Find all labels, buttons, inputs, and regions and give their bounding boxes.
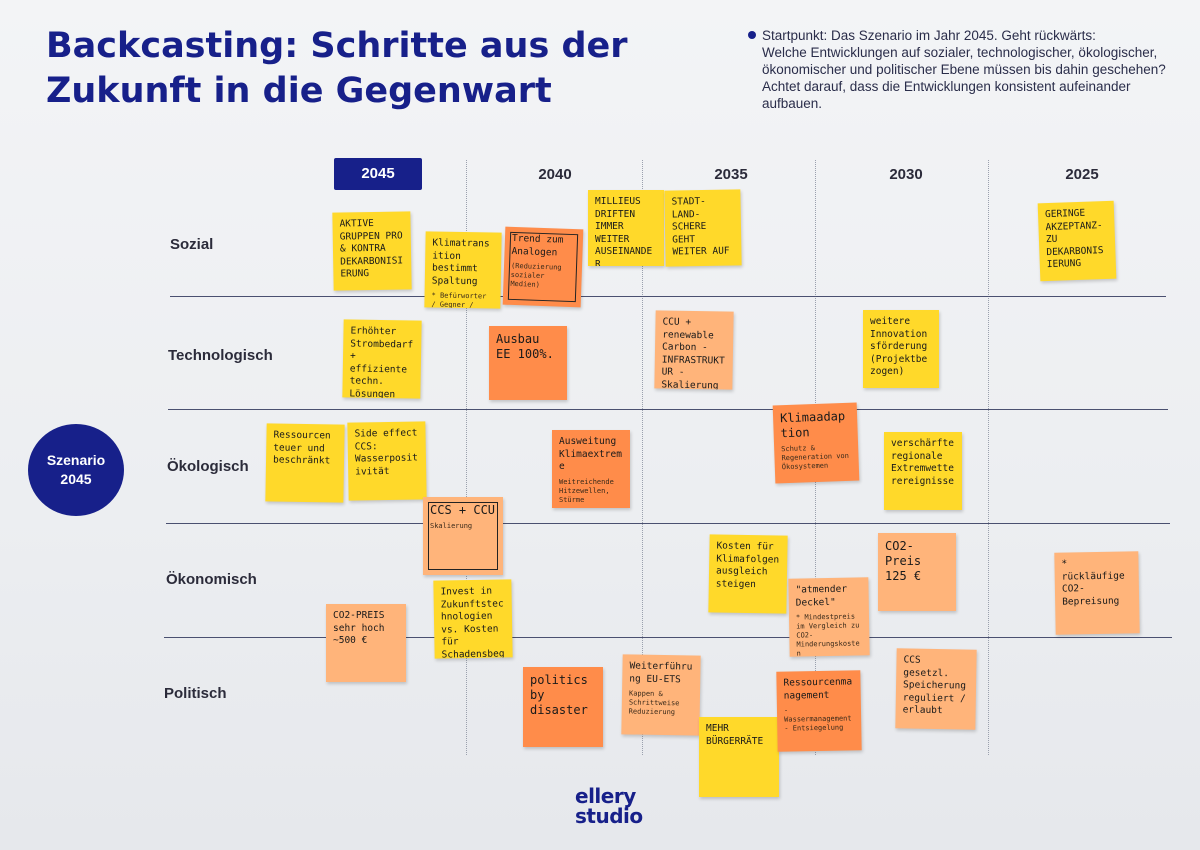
scenario-year: 2045 (60, 471, 92, 487)
sticky-note: Ausweitung Klimaextreme Weitreichende Hi… (552, 430, 630, 508)
year-2030: 2030 (889, 166, 923, 183)
sticky-note: MILLIEUS DRIFTEN IMMER WEITER AUSEINANDE… (588, 190, 664, 266)
sticky-note: STADT-LAND-SCHERE GEHT WEITER AUF (664, 189, 742, 267)
row-divider (166, 523, 1170, 524)
row-divider (170, 296, 1166, 297)
sticky-note: Trend zum Analogen (Reduzierung sozialer… (502, 226, 584, 308)
sticky-note: Kosten für Klimafolgenausgleich steigen (708, 534, 788, 614)
bullet-icon (748, 31, 756, 39)
sticky-note: AKTIVE GRUPPEN PRO & KONTRA DEKARBONISIE… (332, 211, 412, 291)
instruction-line-2: Welche Entwicklungen auf sozialer, techn… (762, 45, 1166, 111)
row-label-oekonomisch: Ökonomisch (166, 571, 257, 588)
sticky-note: CO2-Preis 125 € (878, 533, 956, 611)
page-title: Backcasting: Schritte aus der Zukunft in… (46, 26, 628, 111)
timeline-divider (988, 160, 989, 755)
sticky-note: GERINGE AKZEPTANZ-ZU DEKARBONISIERUNG (1037, 200, 1117, 282)
sticky-note: Klimatransition bestimmt Spaltung * Befü… (424, 231, 502, 309)
row-divider (164, 637, 1172, 638)
row-label-politisch: Politisch (164, 685, 227, 702)
sticky-note: politics by disaster (523, 667, 603, 747)
year-2025: 2025 (1065, 166, 1099, 183)
ellery-studio-logo: ellery studio (575, 784, 643, 828)
sticky-note: Ressourcenmanagement - Wassermanagement … (776, 670, 862, 752)
sticky-note: * rückläufige CO2-Bepreisung (1054, 551, 1140, 635)
sticky-note: Side effect CCS: Wasserpositivität (347, 421, 427, 501)
timeline-divider (642, 160, 643, 755)
sticky-note: verschärfte regionale Extremwetterereign… (884, 432, 962, 510)
row-label-technologisch: Technologisch (168, 347, 273, 364)
sticky-note: Invest in Zukunftstechnologien vs. Koste… (433, 579, 513, 659)
row-divider (168, 409, 1168, 410)
year-2035: 2035 (714, 166, 748, 183)
sticky-note: weitere Innovationsförderung (Projektbez… (863, 310, 939, 388)
sticky-note: CCU + renewable Carbon - INFRASTRUKTUR -… (654, 310, 734, 390)
scenario-label: Szenario (46, 452, 106, 468)
sticky-note: Weiterführung EU-ETS Kappen & Schrittwei… (621, 654, 701, 736)
sticky-note: CCS + CCU Skalierung (423, 497, 503, 575)
sticky-note: CCS gesetzl. Speicherung reguliert / erl… (895, 648, 977, 730)
timeline-divider (466, 160, 467, 755)
row-label-oekologisch: Ökologisch (167, 458, 249, 475)
year-2045: 2045 (334, 158, 422, 190)
sticky-note: Ausbau EE 100%. (489, 326, 567, 400)
scenario-badge: Szenario 2045 (28, 424, 124, 516)
sticky-note: CO2-PREIS sehr hoch ~500 € (326, 604, 406, 682)
instruction-line-1: Startpunkt: Das Szenario im Jahr 2045. G… (762, 28, 1096, 43)
sticky-note: Erhöhter Strombedarf + effiziente techn.… (342, 319, 422, 399)
sticky-note: Klimaadaption Schutz & Regeneration von … (772, 402, 860, 484)
sticky-note: "atmender Deckel" * Mindestpreis im Verg… (788, 577, 870, 657)
instruction-text: Startpunkt: Das Szenario im Jahr 2045. G… (748, 27, 1168, 112)
sticky-note: MEHR BÜRGERRÄTE (699, 717, 779, 797)
row-label-sozial: Sozial (170, 236, 214, 253)
year-2040: 2040 (538, 166, 572, 183)
sticky-note: Ressourcen teuer und beschränkt (265, 423, 345, 503)
